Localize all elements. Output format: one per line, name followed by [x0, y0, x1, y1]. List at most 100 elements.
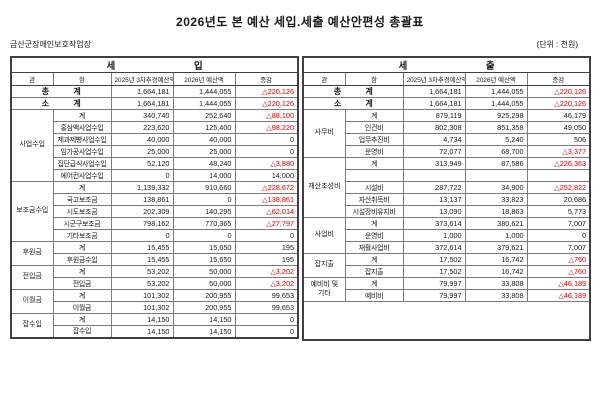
prev-budget-cell: 313,949	[402, 157, 466, 170]
prev-budget-cell: 802,308	[402, 121, 466, 134]
prev-budget-cell: 372,614	[402, 241, 466, 254]
diff-cell: 506	[526, 133, 591, 146]
prev-budget-cell: 25,000	[110, 145, 174, 158]
table-row: 시도보조금 202,309 140,295 △62,014	[11, 205, 299, 218]
diff-cell: △220,126	[234, 85, 299, 98]
curr-budget-cell: 33,808	[464, 277, 528, 290]
prev-budget-cell: 52,120	[110, 157, 174, 170]
curr-budget-cell: 50,000	[172, 277, 236, 290]
prev-budget-cell: 1,000	[402, 229, 466, 242]
curr-budget-cell: 252,640	[172, 109, 236, 122]
group-name-cell: 후원금	[10, 241, 54, 266]
diff-cell: 14,000	[234, 169, 299, 182]
summary-label-cell: 소 계	[10, 97, 112, 110]
diff-cell: 20,686	[526, 193, 591, 206]
prev-budget-cell: 72,077	[402, 145, 466, 158]
table-row	[303, 169, 591, 182]
table-row: 운영비 1,000 1,000 0	[303, 229, 591, 242]
row-label-cell: 기타보조금	[52, 229, 112, 242]
row-label-cell: 잡수입	[52, 325, 112, 338]
curr-budget-cell: 770,365	[172, 217, 236, 230]
revenue-table: 세 입 관 항 2025년 3차추경예산액 2026년 예산액 증감 총 계 1,…	[10, 56, 300, 339]
prev-budget-cell: 53,202	[110, 265, 174, 278]
row-label-cell: 이월금	[52, 301, 112, 314]
curr-budget-cell: 16,742	[464, 253, 528, 266]
group-name-cell: 재산조성비	[302, 157, 346, 218]
prev-budget-cell: 14,150	[110, 325, 174, 338]
prev-budget-cell: 373,614	[402, 217, 466, 230]
group-name-cell: 잡수입	[10, 313, 54, 338]
column-header-prev-budget: 2025년 3차추경예산액	[110, 72, 174, 86]
curr-budget-cell: 50,000	[172, 265, 236, 278]
row-label-cell: 국고보조금	[52, 193, 112, 206]
curr-budget-cell: 16,742	[464, 265, 528, 278]
prev-budget-cell: 17,502	[402, 253, 466, 266]
row-label-cell: 임가공사업수입	[52, 145, 112, 158]
prev-budget-cell: 79,997	[402, 289, 466, 302]
row-label-cell: 계	[344, 109, 404, 122]
prev-budget-cell: 1,664,181	[110, 85, 174, 98]
curr-budget-cell: 1,444,055	[464, 85, 528, 98]
diff-cell: △220,126	[526, 85, 591, 98]
curr-budget-cell: 33,823	[464, 193, 528, 206]
table-row: 인건비 802,308 851,358 49,050	[303, 121, 591, 134]
diff-cell: 5,773	[526, 205, 591, 218]
table-row: 국고보조금 138,861 0 △138,861	[11, 193, 299, 206]
table-row: 사무비 계 879,119 925,298 46,179	[302, 109, 591, 158]
diff-cell: △220,126	[234, 97, 299, 110]
diff-cell: △138,861	[234, 193, 299, 206]
curr-budget-cell: 34,900	[464, 181, 528, 194]
group-name-cell: 사업비	[302, 217, 346, 254]
row-label-cell: 전입금	[52, 277, 112, 290]
diff-cell: △62,014	[234, 205, 299, 218]
prev-budget-cell: 79,997	[402, 277, 466, 290]
diff-cell: △46,189	[526, 289, 591, 302]
group-name-cell: 전입금	[10, 265, 54, 290]
group-name-cell: 이월금	[10, 289, 54, 314]
prev-budget-cell: 101,302	[110, 289, 174, 302]
curr-budget-cell: 40,000	[172, 133, 236, 146]
row-label-cell: 재활사업비	[344, 241, 404, 254]
prev-budget-cell: 53,202	[110, 277, 174, 290]
row-label-cell: 에어컨사업수입	[52, 169, 112, 182]
table-row: 잡수입 계 14,150 14,150 0	[10, 313, 299, 338]
table-row: 후원금수입 15,455 15,650 195	[11, 253, 299, 266]
curr-budget-cell: 18,863	[464, 205, 528, 218]
diff-cell: 0	[234, 133, 299, 146]
table-row: 예비비 79,997 33,808 △46,189	[303, 289, 591, 302]
curr-budget-cell: 25,000	[172, 145, 236, 158]
row-label-cell: 계	[52, 109, 112, 122]
curr-budget-cell: 200,955	[172, 289, 236, 302]
table-row: 후원금 계 15,455 15,650 195	[10, 241, 299, 266]
curr-budget-cell: 1,444,055	[172, 85, 236, 98]
prev-budget-cell: 202,309	[110, 205, 174, 218]
diff-cell: △46,189	[526, 277, 591, 290]
row-label-cell: 운영비	[344, 229, 404, 242]
row-label-cell: 업무추진비	[344, 133, 404, 146]
summary-row: 소 계 1,664,181 1,444,055 △220,126	[302, 97, 591, 110]
prev-budget-cell: 15,455	[110, 241, 174, 254]
curr-budget-cell: 14,000	[172, 169, 236, 182]
prev-budget-cell: 1,664,181	[402, 85, 466, 98]
column-header-curr-budget: 2026년 예산액	[464, 72, 528, 86]
row-label-cell: 홍삼액사업수입	[52, 121, 112, 134]
prev-budget-cell: 223,620	[110, 121, 174, 134]
prev-budget-cell: 4,734	[402, 133, 466, 146]
row-label-cell: 시군구보조금	[52, 217, 112, 230]
tables-container: 세 입 관 항 2025년 3차추경예산액 2026년 예산액 증감 총 계 1,…	[10, 56, 600, 341]
revenue-section-title: 세 입	[10, 56, 299, 73]
column-header-prev-budget: 2025년 3차추경예산액	[402, 72, 466, 86]
diff-cell: △228,672	[234, 181, 299, 194]
diff-cell: 7,007	[526, 217, 591, 230]
table-row: 시설장비유지비 13,090 18,863 5,773	[303, 205, 591, 218]
table-row: 제과제빵사업수입 40,000 40,000 0	[11, 133, 299, 146]
row-label-cell: 시설비	[344, 181, 404, 194]
page-title: 2026년도 본 예산 세입.세출 예산안편성 총괄표	[176, 15, 424, 29]
row-label-cell: 시도보조금	[52, 205, 112, 218]
diff-cell: △27,797	[234, 217, 299, 230]
empty-filler-row	[302, 301, 591, 340]
table-row: 재산조성비 계 313,949 87,586 △226,363	[302, 157, 591, 218]
row-label-cell: 시설장비유지비	[344, 205, 404, 218]
diff-cell: △3,202	[234, 265, 299, 278]
prev-budget-cell: 17,502	[402, 265, 466, 278]
